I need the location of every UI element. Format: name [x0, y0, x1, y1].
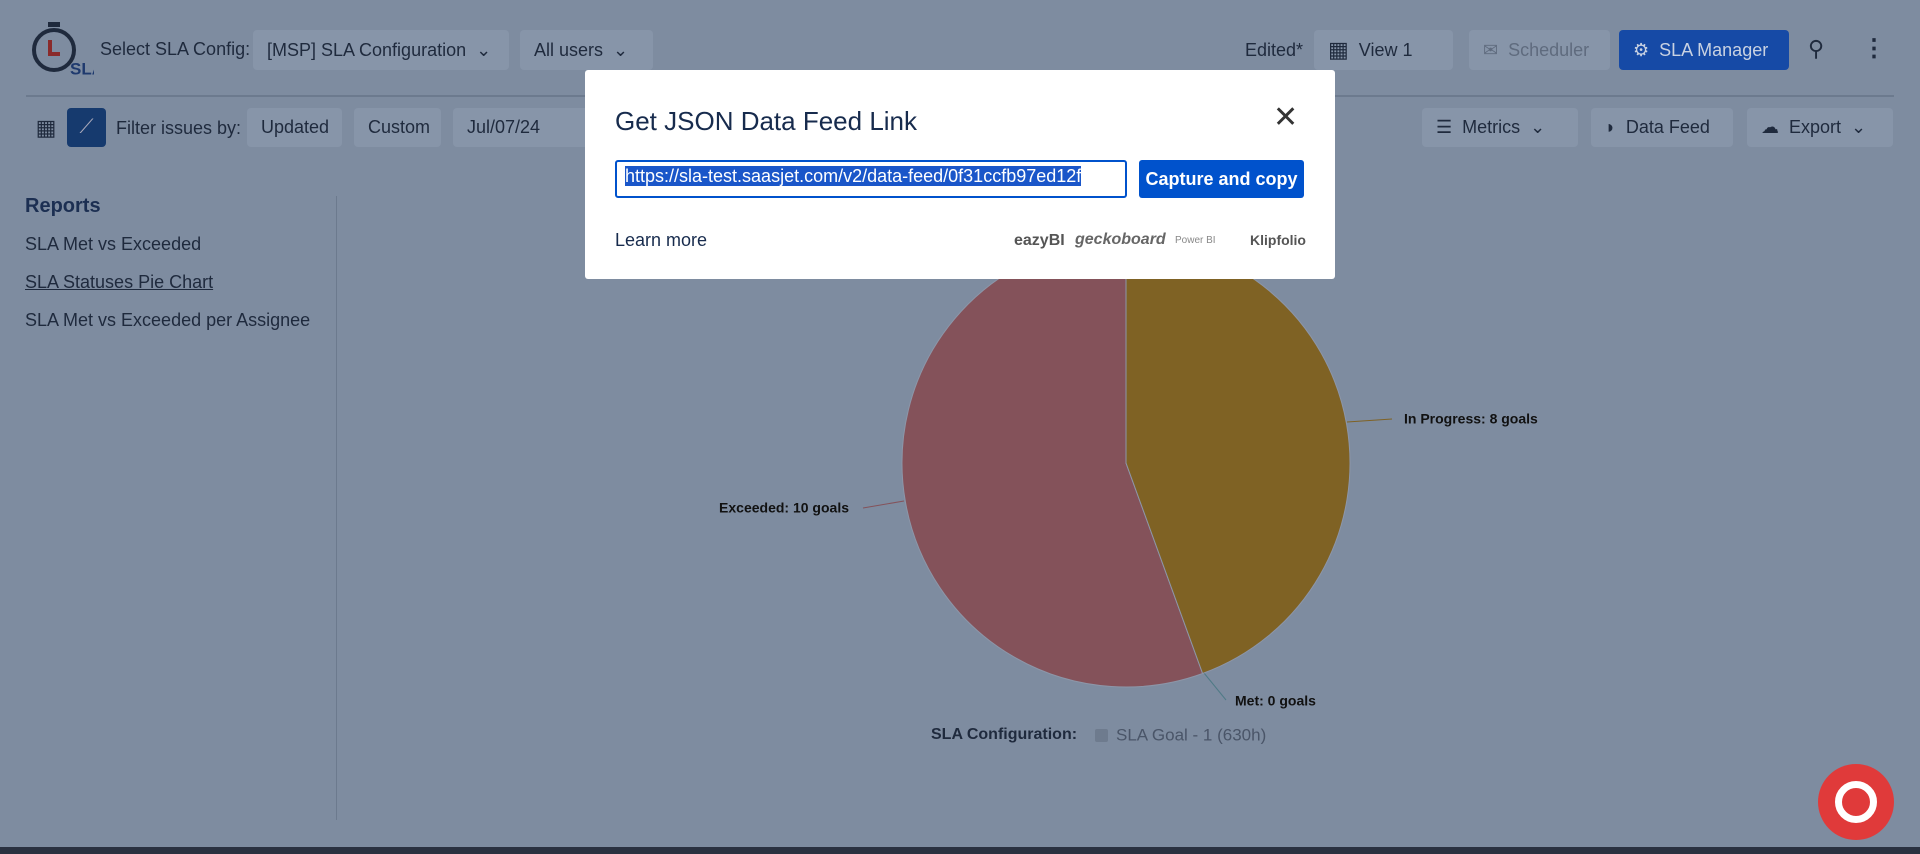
bottom-bar — [0, 847, 1920, 854]
edit-status: Edited* — [1245, 40, 1304, 60]
legend-checkbox[interactable] — [1095, 729, 1108, 742]
filter-text: Updated — [261, 117, 330, 137]
integration-logo: Power BI — [1175, 235, 1216, 246]
config-dropdown[interactable]: [MSP] SLA Configuration ⌄ — [253, 30, 509, 70]
filter-button[interactable]: Custom — [354, 108, 441, 147]
sidebar-link[interactable]: SLA Met vs Exceeded — [25, 234, 202, 254]
sidebar-link[interactable]: SLA Statuses Pie Chart — [25, 272, 214, 292]
filter-button[interactable]: Updated — [247, 108, 342, 147]
slice-label: Met: 0 goals — [1235, 693, 1316, 709]
config-value: [MSP] SLA Configuration — [267, 39, 467, 60]
leader-line — [862, 500, 905, 509]
filter-label: Filter issues by: — [116, 118, 242, 138]
legend-title: SLA Configuration: — [931, 726, 1077, 743]
view-button[interactable]: ▦ View 1 — [1314, 30, 1453, 70]
chat-button[interactable] — [1818, 764, 1894, 840]
manager-label: SLA Manager — [1659, 39, 1769, 60]
modal: Get JSON Data Feed Link ✕ https://sla-te… — [585, 70, 1335, 279]
data-feed-button[interactable]: ◗ Data Feed — [1591, 108, 1733, 147]
slice-label: In Progress: 8 goals — [1404, 411, 1538, 427]
capture-button[interactable]: Capture and copy — [1139, 160, 1304, 198]
action-label: Metrics — [1462, 117, 1521, 137]
action-label: Export — [1789, 117, 1842, 137]
view-label: View 1 — [1358, 39, 1413, 60]
leader-line — [1346, 418, 1393, 423]
pin-button[interactable]: ⚲ — [1808, 36, 1825, 61]
action-label: Data Feed — [1625, 117, 1710, 137]
leader-line — [1203, 672, 1227, 701]
table-view-button[interactable]: ▦ — [35, 115, 57, 140]
export-button[interactable]: ☁ Export ⌄ — [1747, 108, 1893, 147]
sidebar-divider — [336, 196, 337, 820]
url-text: https://sla-test.saasjet.com/v2/data-fee… — [625, 166, 1082, 186]
learn-more-link[interactable]: Learn more — [615, 230, 708, 250]
modal-title: Get JSON Data Feed Link — [615, 106, 918, 136]
integration-logo: geckoboard — [1075, 231, 1166, 248]
filter-text: Jul/07/24 — [467, 117, 541, 137]
more-button[interactable]: ⋮ — [1862, 35, 1886, 62]
url-input[interactable]: https://sla-test.saasjet.com/v2/data-fee… — [615, 160, 1127, 198]
chart-view-button[interactable]: ⟋ — [67, 108, 106, 147]
filter-text: Custom — [368, 117, 431, 137]
close-button[interactable]: ✕ — [1273, 101, 1299, 134]
scheduler-button[interactable]: ✉ Scheduler — [1469, 30, 1610, 70]
users-value: All users — [534, 39, 604, 60]
integration-logo: eazyBI — [1014, 232, 1065, 249]
logo-text: SLA — [70, 59, 94, 78]
slice-label: Exceeded: 10 goals — [719, 500, 849, 516]
sla-manager-button[interactable]: ⚙ SLA Manager — [1619, 30, 1789, 70]
sidebar-link[interactable]: SLA Met vs Exceeded per Assignee — [25, 310, 311, 330]
logo: SLA — [32, 22, 94, 78]
filter-button[interactable]: Jul/07/24 — [453, 108, 593, 147]
legend-label: SLA Goal - 1 (630h) — [1116, 725, 1266, 744]
scheduler-label: Scheduler — [1508, 39, 1590, 60]
config-label: Select SLA Config: — [100, 39, 251, 59]
users-dropdown[interactable]: All users ⌄ — [520, 30, 653, 70]
metrics-button[interactable]: ☰ Metrics ⌄ — [1422, 108, 1578, 147]
integration-logo: Klipfolio — [1250, 232, 1306, 248]
sidebar-title: Reports — [25, 195, 101, 217]
